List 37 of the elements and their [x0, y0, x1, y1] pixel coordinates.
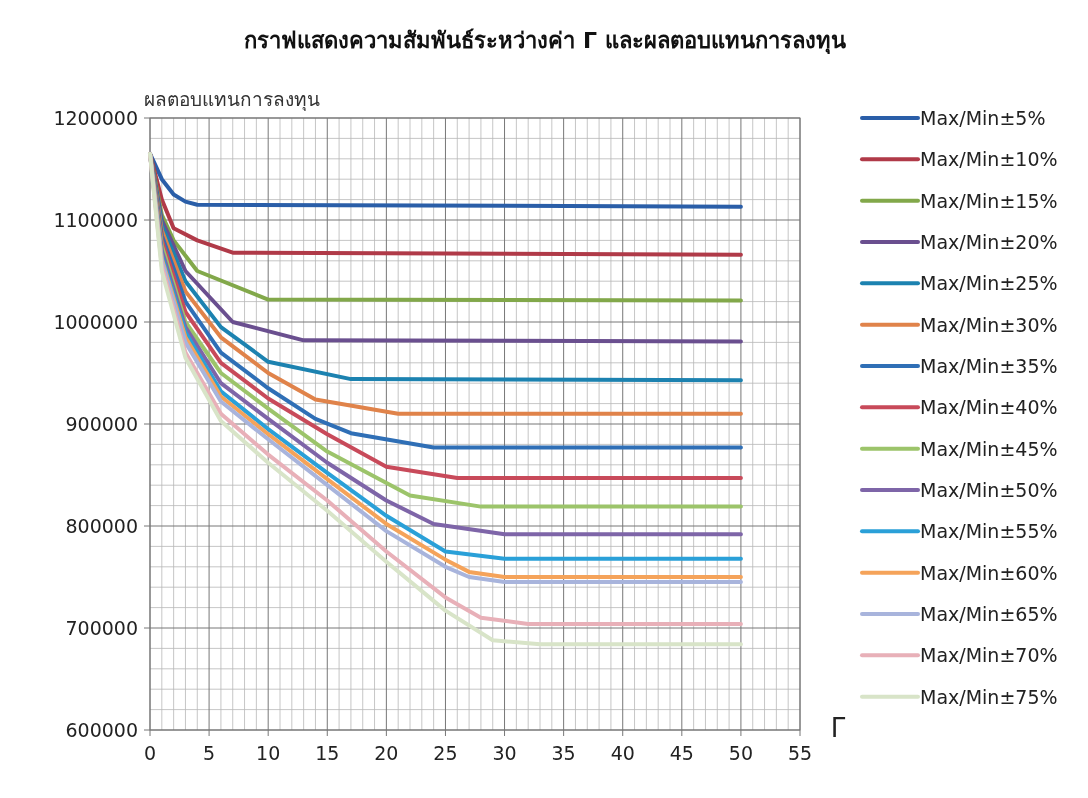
y-tick-label: 900000	[65, 413, 138, 435]
chart-title: กราฟแสดงความสัมพันธ์ระหว่างค่า Γ และผลตอบแทนการลงทุน	[244, 28, 846, 55]
x-tick-label: 15	[315, 742, 340, 764]
legend-label: Max/Min±70%	[920, 644, 1058, 667]
y-tick-label: 1200000	[53, 107, 138, 129]
y-tick-label: 800000	[65, 515, 138, 537]
x-tick-label: 25	[433, 742, 458, 764]
legend-label: Max/Min±20%	[920, 231, 1058, 253]
x-tick-label: 30	[492, 742, 517, 764]
x-axis-title: Γ	[830, 713, 846, 743]
legend-label: Max/Min±60%	[920, 561, 1058, 584]
legend-label: Max/Min±45%	[920, 437, 1058, 460]
y-tick-label: 600000	[65, 719, 138, 741]
legend-label: Max/Min±50%	[920, 479, 1058, 501]
x-tick-label: 55	[787, 742, 813, 764]
legend-label: Max/Min±55%	[920, 520, 1058, 543]
x-tick-label: 5	[203, 742, 216, 764]
x-tick-label: 40	[610, 742, 635, 764]
x-tick-label: 35	[551, 742, 576, 764]
legend-label: Max/Min±35%	[920, 355, 1058, 377]
x-tick-label: 20	[374, 742, 399, 764]
y-tick-label: 1100000	[53, 209, 138, 231]
legend-label: Max/Min±40%	[920, 396, 1058, 419]
legend-label: Max/Min±15%	[920, 189, 1058, 212]
x-tick-label: 0	[143, 742, 157, 764]
y-tick-label: 700000	[65, 617, 138, 639]
legend-label: Max/Min±10%	[920, 148, 1058, 171]
y-axis-title: ผลตอบแทนการลงทุน	[144, 88, 320, 112]
x-tick-label: 10	[256, 742, 281, 764]
legend-label: Max/Min±65%	[920, 603, 1058, 625]
x-tick-label: 50	[728, 742, 753, 764]
y-tick-label: 1000000	[53, 311, 138, 333]
legend-label: Max/Min±30%	[920, 313, 1058, 336]
legend-label: Max/Min±25%	[920, 272, 1058, 295]
x-tick-label: 45	[669, 742, 694, 764]
legend-label: Max/Min±5%	[920, 107, 1046, 129]
legend-label: Max/Min±75%	[920, 685, 1058, 708]
